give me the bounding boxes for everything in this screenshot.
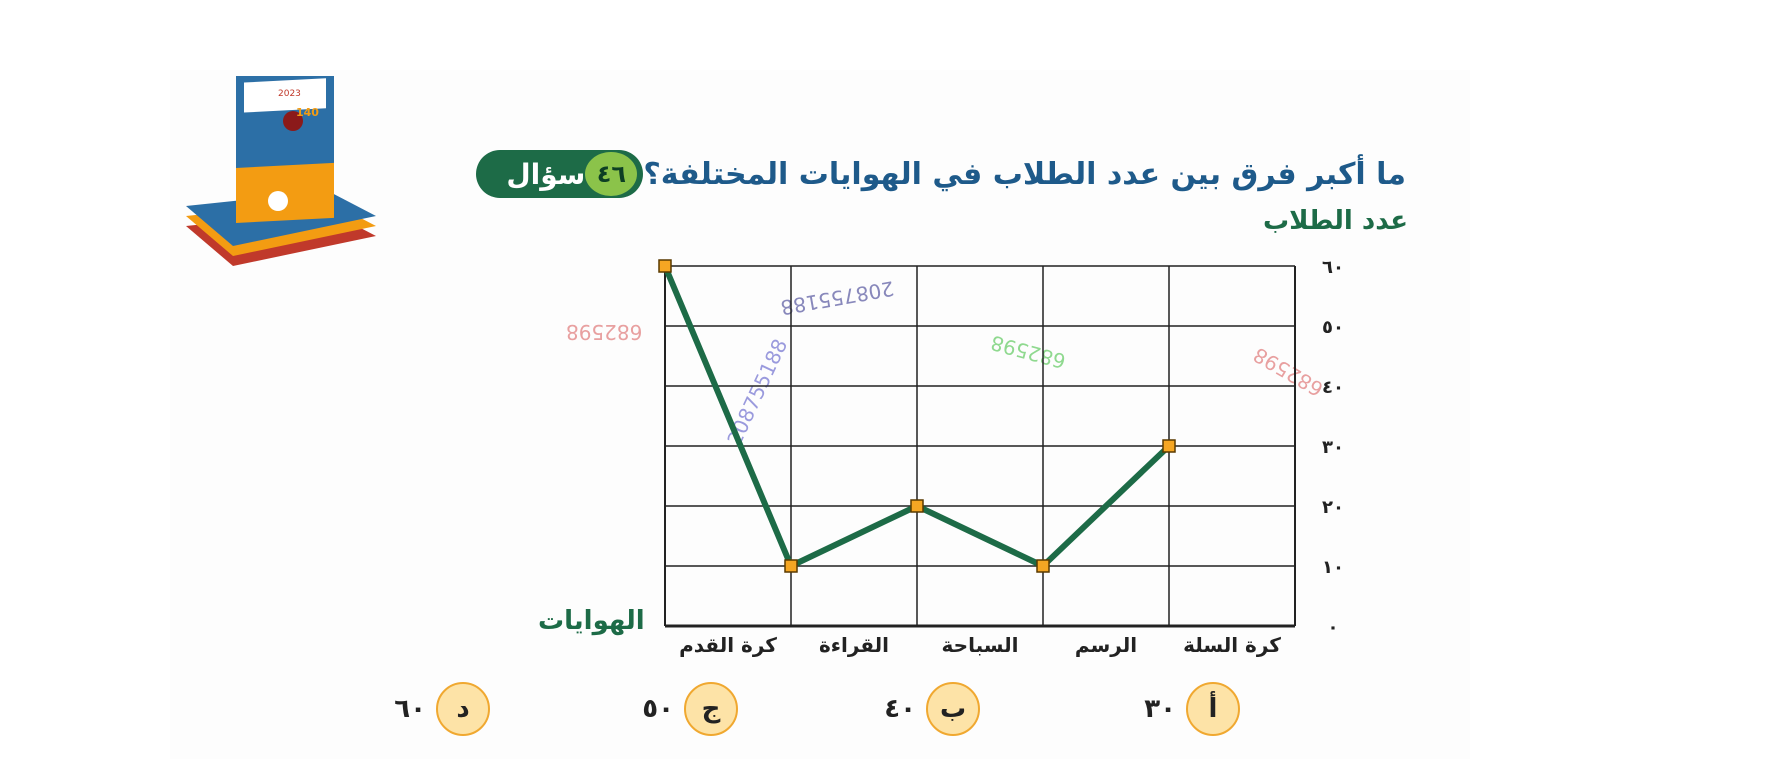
answer-value: ٤٠: [884, 694, 916, 724]
x-tick-label: الرسم: [1075, 633, 1137, 657]
question-badge: سؤال ٤٦: [476, 150, 644, 198]
x-tick-label: كرة السلة: [1183, 633, 1281, 657]
y-tick-label: ٣٠: [1322, 437, 1344, 458]
y-tick-label: ٦٠: [1322, 257, 1344, 278]
y-tick-label: ١٠: [1322, 557, 1344, 578]
x-tick-label: السباحة: [942, 633, 1019, 657]
answer-letter: ج: [684, 682, 738, 736]
data-point: [1162, 439, 1176, 453]
answer-value: ٥٠: [642, 694, 674, 724]
y-tick-label: ٤٠: [1322, 377, 1344, 398]
question-header: سؤال ٤٦ ما أكبر فرق بين عدد الطلاب في ال…: [476, 150, 1416, 198]
x-axis-label: الهوايات: [538, 606, 645, 636]
x-tick-label: كرة القدم: [679, 633, 777, 657]
answer-option[interactable]: د ٦٠: [394, 682, 490, 736]
answer-option[interactable]: ج ٥٠: [642, 682, 738, 736]
question-number: ٤٦: [585, 152, 638, 196]
answer-letter: د: [436, 682, 490, 736]
y-tick-label: ٥٠: [1322, 317, 1344, 338]
answer-letter: ب: [926, 682, 980, 736]
answer-value: ٣٠: [1144, 694, 1176, 724]
data-point: [1036, 559, 1050, 573]
x-tick-label: القراءة: [819, 633, 889, 657]
book-year: 2023: [278, 89, 301, 99]
answer-options: أ ٣٠ ب ٤٠ ج ٥٠ د ٦٠: [0, 680, 1786, 740]
data-point: [910, 499, 924, 513]
answer-option[interactable]: أ ٣٠: [1144, 682, 1240, 736]
question-label: سؤال: [506, 157, 586, 191]
answer-value: ٦٠: [394, 694, 426, 724]
page-background: [170, 70, 1470, 759]
y-axis-label: عدد الطلاب: [1262, 206, 1408, 236]
question-text: ما أكبر فرق بين عدد الطلاب في الهوايات ا…: [643, 156, 1406, 192]
answer-letter: أ: [1186, 682, 1240, 736]
data-point: [658, 259, 672, 273]
data-point: [784, 559, 798, 573]
book-cover-image: 2023 140: [186, 76, 376, 266]
y-tick-label: ٠: [1328, 617, 1339, 638]
answer-option[interactable]: ب ٤٠: [884, 682, 980, 736]
y-tick-label: ٢٠: [1322, 497, 1344, 518]
book-count: 140: [296, 106, 319, 119]
